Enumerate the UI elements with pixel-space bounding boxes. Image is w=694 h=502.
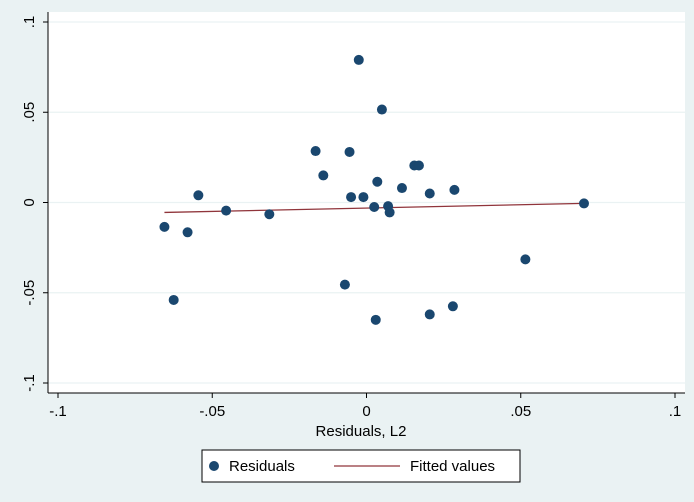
residual-point [424, 309, 435, 320]
residual-point [310, 146, 321, 157]
residual-point [413, 160, 424, 171]
y-tick-label: -.1 [21, 374, 38, 392]
residual-point [369, 202, 380, 213]
y-tick-label: .05 [21, 102, 38, 123]
residual-point [370, 314, 381, 325]
residual-point [168, 294, 179, 305]
residual-point [339, 279, 350, 290]
residual-point [358, 192, 369, 203]
residual-point [221, 205, 232, 216]
y-tick-label: 0 [21, 198, 38, 206]
residual-point [520, 254, 531, 265]
x-tick-label: 0 [362, 403, 370, 420]
residual-point [424, 188, 435, 199]
x-tick-label: .05 [510, 403, 531, 420]
axis-ticks: -.1 -.05 0 .05 .1 -.1 -.05 0 .05 .1 [21, 16, 681, 420]
residual-point [264, 209, 275, 220]
series-layer [159, 54, 589, 325]
residual-point [449, 184, 460, 195]
residual-point [193, 190, 204, 201]
residual-point [376, 104, 387, 115]
x-axis-label: Residuals, L2 [316, 423, 407, 440]
residual-point [182, 227, 193, 238]
x-tick-label: .1 [669, 403, 682, 420]
x-tick-label: -.1 [49, 403, 67, 420]
residual-point [447, 301, 458, 312]
residual-point [318, 170, 329, 181]
residual-point [372, 176, 383, 187]
residual-point [396, 183, 407, 194]
residual-point [384, 207, 395, 218]
legend-label-fitted-values: Fitted values [410, 458, 495, 475]
legend: Residuals Fitted values [201, 449, 521, 483]
y-tick-label: .1 [21, 16, 38, 29]
legend-marker-residuals [209, 461, 219, 471]
x-tick-label: -.05 [199, 403, 225, 420]
legend-label-residuals: Residuals [229, 458, 295, 475]
grid-lines [48, 21, 685, 384]
y-tick-label: -.05 [21, 280, 38, 306]
residual-point [346, 192, 357, 203]
residual-point [344, 146, 355, 157]
residual-point [578, 198, 589, 209]
residual-point [353, 54, 364, 65]
residual-point [159, 221, 170, 232]
